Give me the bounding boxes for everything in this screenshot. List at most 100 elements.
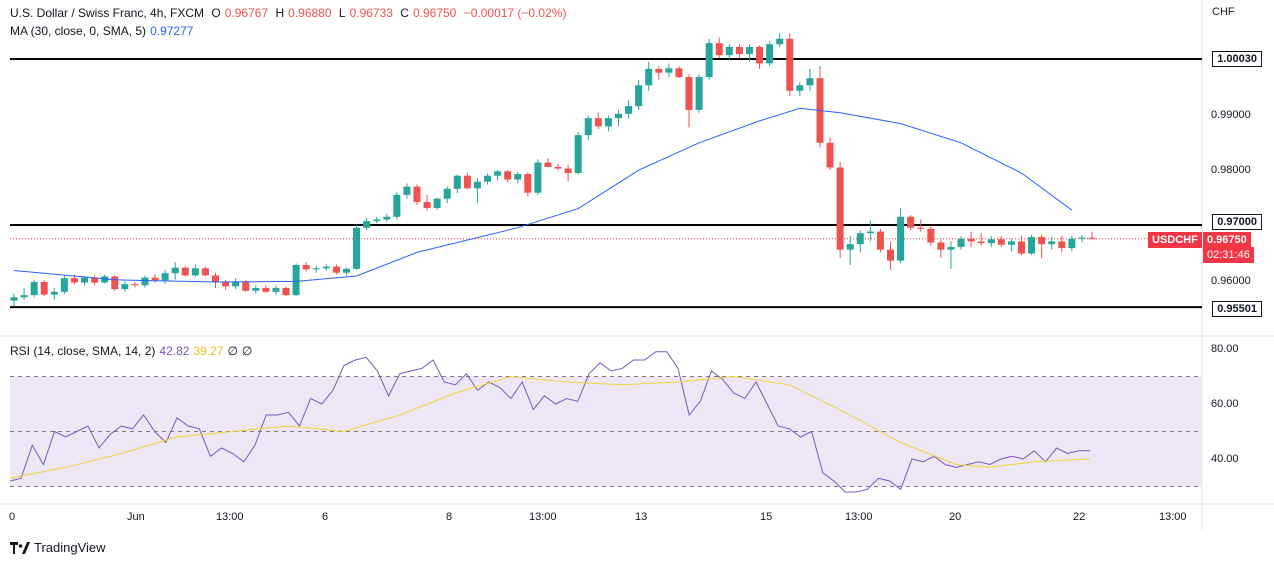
candle-body-38 — [393, 194, 401, 217]
candle-body-30 — [312, 268, 320, 270]
candle-body-22 — [232, 281, 240, 287]
symbol-tag: USDCHF — [1148, 232, 1202, 248]
candle-body-13 — [141, 277, 149, 286]
level-tag-0.95501[interactable]: 0.95501 — [1212, 301, 1262, 317]
candle-body-91 — [927, 228, 935, 243]
candle-body-93 — [947, 246, 955, 250]
x-tick-15: 15 — [760, 511, 773, 523]
rsi-tick-40: 40.00 — [1211, 453, 1239, 465]
rsi-extra-1: ∅ — [227, 344, 238, 358]
candle-body-76 — [776, 38, 784, 45]
low-value: 0.96733 — [349, 6, 393, 20]
candle-body-54 — [554, 166, 562, 169]
candle-body-104 — [1058, 241, 1066, 249]
candle-body-25 — [262, 288, 270, 292]
high-value: 0.96880 — [288, 6, 332, 20]
candle-body-4 — [50, 291, 58, 295]
candle-body-19 — [201, 268, 209, 276]
high-label: H — [275, 6, 285, 20]
candle-body-64 — [655, 68, 663, 73]
candle-body-72 — [735, 46, 743, 55]
candle-body-63 — [645, 68, 653, 86]
candle-body-23 — [242, 281, 250, 291]
candle-body-5 — [60, 278, 68, 292]
level-tag-1.00030[interactable]: 1.00030 — [1212, 51, 1262, 67]
level-tag-0.97000[interactable]: 0.97000 — [1212, 214, 1262, 230]
candle-body-31 — [322, 266, 330, 269]
tradingview-logo[interactable]: TradingView — [10, 540, 106, 555]
candle-body-17 — [181, 267, 189, 276]
candle-body-57 — [584, 118, 592, 136]
candle-body-47 — [484, 175, 492, 182]
candle-body-66 — [675, 68, 683, 78]
candle-body-77 — [786, 38, 794, 91]
x-tick-0: 0 — [9, 511, 16, 523]
candle-body-85 — [866, 231, 874, 234]
candle-body-101 — [1028, 237, 1036, 254]
candle-body-79 — [806, 78, 814, 86]
candle-body-105 — [1068, 238, 1076, 249]
candle-body-7 — [81, 277, 89, 283]
candle-body-1 — [20, 295, 28, 298]
candle-body-87 — [887, 249, 895, 261]
countdown-timer: 02:31:46 — [1203, 247, 1254, 263]
x-tick-jun: Jun — [127, 511, 145, 523]
candle-body-15 — [161, 273, 169, 281]
candle-body-18 — [191, 268, 199, 276]
candle-body-51 — [524, 174, 532, 193]
rsi-sma-value: 39.27 — [193, 344, 224, 358]
x-tick-20: 20 — [949, 511, 962, 523]
candle-body-40 — [413, 186, 421, 202]
x-tick-1300-a: 13:00 — [216, 511, 244, 523]
candle-body-10 — [111, 276, 119, 290]
rsi-legend[interactable]: RSI (14, close, SMA, 14, 2) 42.82 39.27 ∅ ∅ — [10, 344, 256, 358]
ma-legend[interactable]: MA (30, close, 0, SMA, 5) 0.97277 — [10, 24, 197, 38]
candle-body-41 — [423, 201, 431, 209]
candle-body-11 — [121, 284, 129, 290]
ma-label: MA (30, close, 0, SMA, 5) — [10, 24, 147, 38]
ma-line — [13, 107, 1073, 283]
x-tick-8: 8 — [446, 511, 453, 523]
price-tick-0.96: 0.96000 — [1211, 275, 1251, 287]
candle-body-14 — [151, 277, 159, 281]
candle-body-59 — [604, 118, 612, 127]
rsi-tick-60: 60.00 — [1211, 398, 1239, 410]
candle-body-48 — [494, 171, 502, 176]
candle-body-28 — [292, 264, 300, 296]
candle-body-20 — [211, 275, 219, 282]
price-tick-0.98: 0.98000 — [1211, 164, 1251, 176]
candle-body-29 — [302, 264, 310, 270]
current-price-tag: 0.96750 — [1203, 232, 1251, 248]
candle-body-37 — [383, 216, 391, 220]
candle-body-46 — [473, 181, 481, 189]
candle-body-39 — [403, 186, 411, 195]
candle-body-103 — [1048, 241, 1056, 245]
candle-body-6 — [70, 278, 78, 283]
candle-body-36 — [373, 219, 381, 222]
candle-body-69 — [705, 43, 713, 78]
candle-body-60 — [614, 113, 622, 119]
candle-body-12 — [131, 284, 139, 286]
candle-body-100 — [1017, 241, 1025, 254]
candle-body-102 — [1038, 237, 1046, 245]
x-tick-1300-b: 13:00 — [529, 511, 557, 523]
candle-body-82 — [836, 167, 844, 250]
candle-body-35 — [363, 221, 371, 228]
candle-body-3 — [40, 281, 48, 295]
rsi-value: 42.82 — [159, 344, 190, 358]
candle-body-68 — [695, 77, 703, 110]
candle-body-65 — [665, 68, 673, 73]
candle-body-89 — [907, 216, 915, 228]
x-tick-6: 6 — [322, 511, 329, 523]
candle-body-83 — [846, 244, 854, 250]
candle-body-106 — [1078, 237, 1086, 239]
candle-body-107 — [1088, 237, 1096, 239]
x-tick-13: 13 — [635, 511, 648, 523]
candle-body-24 — [252, 288, 260, 291]
candle-body-98 — [997, 239, 1005, 245]
rsi-sma-line — [9, 375, 1091, 479]
candle-body-8 — [91, 277, 99, 283]
candle-body-74 — [756, 46, 764, 64]
candle-body-73 — [745, 46, 753, 55]
